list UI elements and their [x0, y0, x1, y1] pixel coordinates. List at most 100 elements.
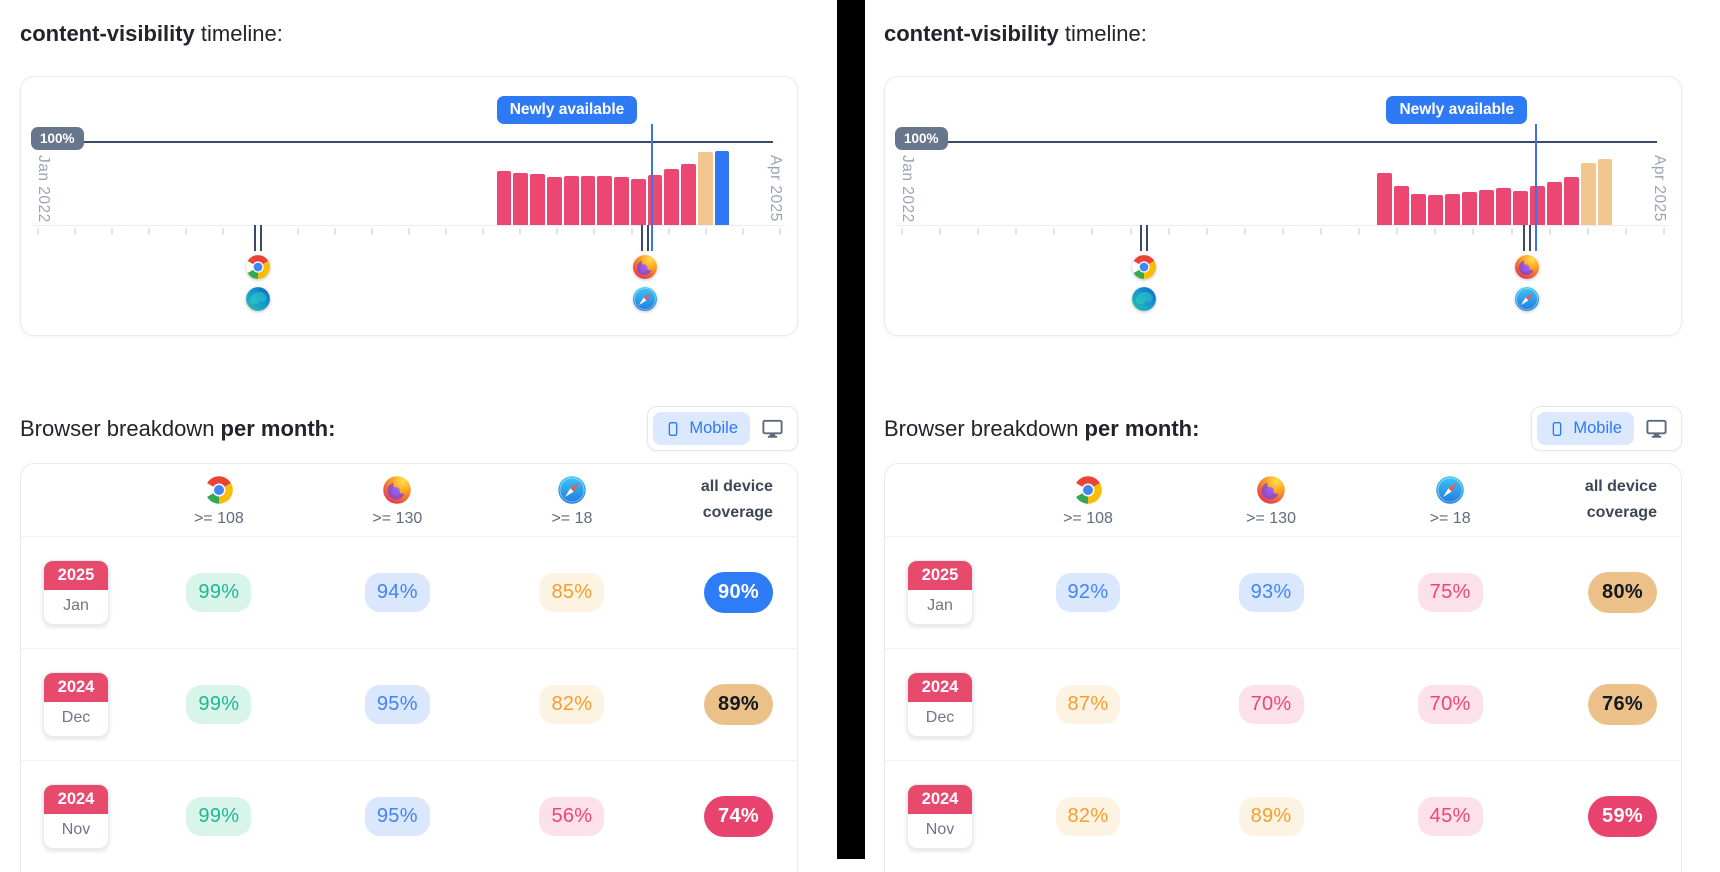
year-label: 2025 — [44, 561, 108, 590]
phone-icon — [1549, 421, 1565, 437]
axis-tick — [1281, 228, 1284, 235]
timeline-bar — [530, 174, 545, 225]
axis-tick — [1358, 228, 1361, 235]
timeline-bar — [1478, 189, 1494, 225]
timeline-bar — [1427, 195, 1443, 225]
marker-lines — [1523, 225, 1532, 251]
edge-icon — [1131, 286, 1157, 312]
axis-tick — [1243, 228, 1246, 235]
firefox-icon — [1256, 475, 1286, 505]
table-header-row: >= 108 >= 130 >= 18 all device coverage — [885, 464, 1681, 536]
axis-tick — [185, 228, 188, 235]
panel-right: content-visibility timeline: Newly avail… — [865, 0, 1720, 872]
timeline-bar — [1376, 172, 1392, 225]
axis-tick — [778, 228, 781, 235]
axis-tick — [1205, 228, 1208, 235]
breakdown-title: Browser breakdown per month: — [884, 415, 1200, 441]
feature-name: content-visibility — [884, 21, 1059, 46]
feature-name: content-visibility — [20, 21, 195, 46]
timeline-bar — [1444, 193, 1460, 225]
axis-tick — [1510, 228, 1513, 235]
axis-tick — [1015, 228, 1018, 235]
phone-icon — [665, 421, 681, 437]
newly-available-line — [1534, 124, 1537, 251]
axis-tick — [482, 228, 485, 235]
breakdown-header-row: Browser breakdown per month: Mobile — [20, 405, 798, 452]
axis-tick — [74, 228, 77, 235]
chrome-usage-pill: 92% — [1055, 573, 1121, 612]
safari-icon — [557, 475, 587, 505]
newly-available-line — [651, 124, 654, 251]
table-header-row: >= 108 >= 130 >= 18 all device coverage — [21, 464, 797, 536]
safari-usage-pill: 85% — [539, 573, 605, 612]
coverage-column-header: all device coverage — [1584, 477, 1657, 521]
breakdown-table: >= 108 >= 130 >= 18 all device coverage … — [884, 463, 1682, 872]
timeline-bar — [1512, 190, 1528, 225]
timeline-bar — [1529, 186, 1545, 225]
y-axis-100-line — [35, 141, 773, 143]
coverage-pill: 76% — [1588, 684, 1657, 725]
y-axis-100-badge: 100% — [31, 127, 84, 150]
axis-tick — [939, 228, 942, 235]
timeline-card: Newly available 100% Jan 2022 Apr 2025 — [20, 76, 798, 336]
timeline-bar — [1546, 181, 1562, 225]
safari-usage-pill: 70% — [1417, 685, 1483, 724]
axis-tick — [593, 228, 596, 235]
month-label: Dec — [61, 709, 91, 726]
marker-lines — [1139, 225, 1148, 251]
timeline-bar — [681, 164, 696, 225]
axis-tick — [1320, 228, 1323, 235]
axis-tick — [296, 228, 299, 235]
firefox-usage-pill: 89% — [1238, 797, 1304, 836]
chrome-usage-pill: 99% — [186, 685, 252, 724]
axis-tick — [741, 228, 744, 235]
mobile-toggle-label: Mobile — [1573, 419, 1622, 437]
chrome-usage-pill: 82% — [1055, 797, 1121, 836]
axis-tick — [148, 228, 151, 235]
mobile-toggle-button[interactable]: Mobile — [1537, 412, 1634, 445]
axis-tick — [1396, 228, 1399, 235]
year-label: 2025 — [908, 561, 972, 590]
timeline-bar — [647, 174, 663, 225]
coverage-pill: 59% — [1588, 796, 1657, 837]
axis-tick — [407, 228, 410, 235]
chrome-icon — [1131, 254, 1157, 280]
safari-min-version: >= 18 — [1429, 509, 1471, 527]
firefox-usage-pill: 94% — [364, 573, 430, 612]
axis-tick — [1129, 228, 1132, 235]
desktop-toggle-button[interactable] — [1645, 417, 1668, 440]
chrome-icon — [204, 475, 234, 505]
safari-icon — [632, 286, 658, 312]
table-row: 2025 Jan 99% 94% 85% 90% — [21, 536, 797, 648]
chrome-min-version: >= 108 — [193, 509, 244, 527]
month-label: Nov — [61, 821, 91, 838]
safari-usage-pill: 56% — [539, 797, 605, 836]
table-row: 2024 Nov 99% 95% 56% 74% — [21, 760, 797, 872]
chrome-edge-release-marker — [1131, 225, 1157, 312]
firefox-usage-pill: 70% — [1238, 685, 1304, 724]
axis-tick — [1434, 228, 1437, 235]
coverage-pill: 80% — [1588, 572, 1657, 613]
chrome-usage-pill: 99% — [186, 573, 252, 612]
black-divider — [837, 0, 865, 859]
axis-tick — [445, 228, 448, 235]
x-axis-end-label: Apr 2025 — [1651, 155, 1668, 222]
monitor-icon — [761, 417, 784, 440]
desktop-toggle-button[interactable] — [761, 417, 784, 440]
firefox-icon — [632, 254, 658, 280]
safari-icon — [1435, 475, 1465, 505]
safari-usage-pill: 45% — [1417, 797, 1483, 836]
mobile-toggle-button[interactable]: Mobile — [653, 412, 750, 445]
title-suffix: timeline: — [194, 21, 283, 46]
panel-left: content-visibility timeline: Newly avail… — [0, 0, 837, 872]
coverage-pill: 74% — [704, 796, 773, 837]
axis-tick — [556, 228, 559, 235]
newly-available-badge: Newly available — [1386, 96, 1528, 124]
timeline-bar — [697, 152, 713, 225]
year-label: 2024 — [908, 673, 972, 702]
month-badge: 2024 Nov — [43, 784, 109, 849]
chrome-icon — [245, 254, 271, 280]
page-title: content-visibility timeline: — [20, 21, 798, 47]
x-axis-start-label: Jan 2022 — [35, 155, 52, 223]
axis-tick — [222, 228, 225, 235]
